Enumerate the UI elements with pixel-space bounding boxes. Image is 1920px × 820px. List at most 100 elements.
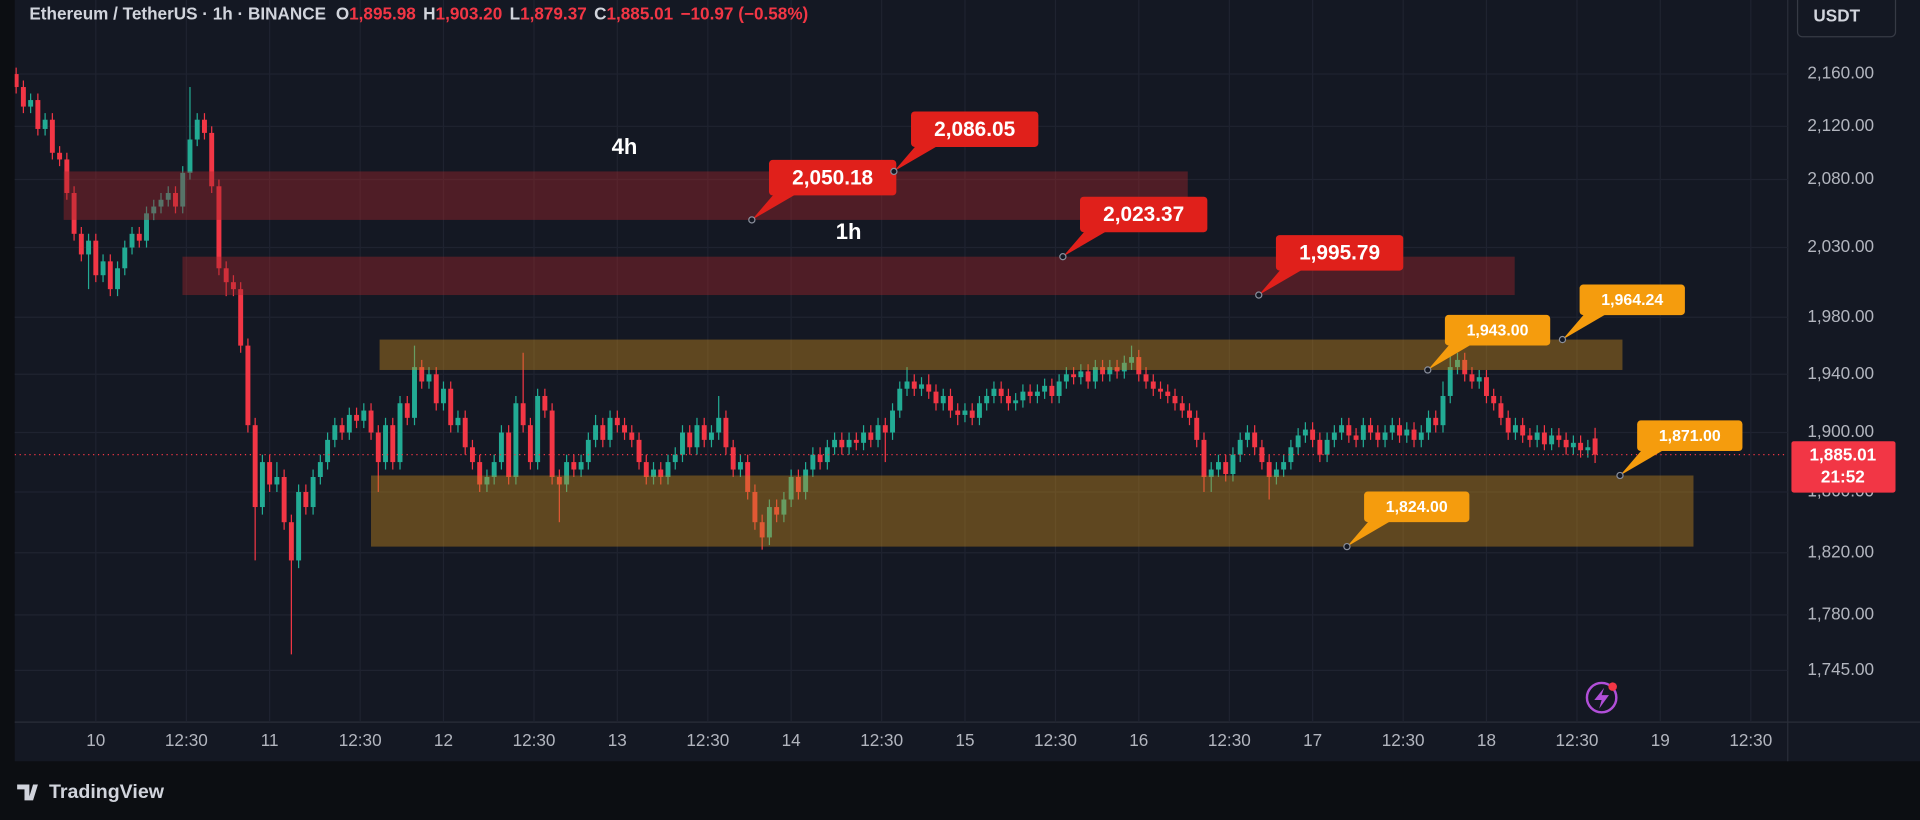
candle-body: [245, 345, 251, 426]
candle-body: [1063, 374, 1069, 382]
candle-body: [1541, 432, 1547, 445]
candle-body: [991, 388, 997, 396]
candle-body: [1331, 432, 1337, 440]
zone: [371, 475, 1694, 547]
y-tick-label: 1,980.00: [1807, 306, 1874, 326]
candle-body: [1042, 385, 1048, 392]
candle-body: [926, 384, 932, 392]
callout-label: 1,824.00: [1386, 499, 1448, 516]
candle-body: [1259, 447, 1265, 463]
candle-body: [658, 469, 664, 477]
ohlc-value: 1,885.01: [606, 3, 673, 23]
candle-body: [1273, 469, 1279, 477]
change-percent: (−0.58%): [738, 3, 808, 23]
candle-body: [976, 403, 982, 418]
callout-anchor: [748, 216, 756, 224]
time-axis-background: [14, 722, 1788, 762]
candle-body: [1201, 439, 1207, 477]
callout-label: 1,995.79: [1299, 242, 1380, 265]
candle-body: [998, 388, 1004, 396]
candle-body: [549, 410, 555, 477]
callout-box: [911, 111, 1039, 147]
candle-body: [201, 119, 207, 133]
candle-body: [14, 74, 19, 88]
callout-anchor: [1558, 335, 1567, 344]
brand-mark[interactable]: [17, 784, 38, 801]
candle-body: [556, 476, 562, 485]
candle-body: [1353, 435, 1359, 440]
candle-body: [448, 388, 454, 426]
candle-body: [86, 240, 92, 255]
callout-tail: [1062, 230, 1107, 257]
ohlc-prefix: C: [594, 3, 606, 23]
candle-body: [1534, 432, 1540, 440]
candle-body: [1433, 417, 1439, 426]
candle-body: [1121, 362, 1127, 372]
grid: [14, 0, 1788, 723]
candle-body: [564, 462, 570, 485]
candle-body: [788, 476, 794, 500]
callout-box: [768, 159, 897, 196]
candle-body: [281, 476, 287, 523]
brand-name[interactable]: TradingView: [49, 781, 165, 803]
candle-body: [708, 432, 714, 440]
candle-body: [1346, 425, 1352, 436]
candle-body: [1440, 395, 1446, 426]
candle-body: [1092, 367, 1098, 382]
zone: [379, 339, 1623, 370]
candle-body: [1483, 377, 1489, 396]
candle-body: [115, 268, 121, 290]
candle-body: [636, 439, 642, 463]
candle-body: [390, 425, 396, 463]
candle-body: [180, 172, 186, 207]
candle-body: [1310, 429, 1316, 440]
currency-label[interactable]: USDT: [1813, 6, 1860, 26]
candle-body: [354, 414, 360, 421]
candle-body: [716, 417, 722, 433]
y-tick-label: 2,030.00: [1807, 236, 1874, 256]
ohlc-prefix: H: [423, 3, 435, 23]
x-tick-label: 12:30: [1729, 730, 1772, 750]
candle-body: [1194, 417, 1200, 440]
candle-body: [1426, 417, 1431, 433]
callout-label: 2,086.05: [934, 118, 1015, 141]
alert-icon[interactable]: [1585, 681, 1618, 714]
callout-tail: [1562, 313, 1607, 340]
candle-body: [1469, 374, 1475, 382]
candle-body: [310, 476, 316, 508]
candle-body: [173, 193, 178, 207]
callout-tail: [1620, 449, 1665, 476]
candle-body: [882, 425, 888, 433]
callout-label: 2,023.37: [1103, 203, 1184, 226]
candle-body: [1237, 439, 1243, 455]
candle-body: [1382, 432, 1388, 440]
zone: [63, 171, 1188, 220]
candle-body: [861, 432, 867, 443]
candle-body: [1230, 454, 1236, 475]
currency-button-frame[interactable]: [1796, 0, 1897, 38]
currency-button[interactable]: USDT: [1796, 0, 1897, 38]
candle-body: [397, 403, 403, 463]
y-tick-label: 2,160.00: [1807, 63, 1874, 83]
x-tick-label: 14: [782, 730, 802, 750]
callout-box: [1080, 196, 1208, 233]
candle-body: [904, 381, 910, 389]
alert-icon-bolt[interactable]: [1594, 687, 1609, 709]
alert-icon-dot[interactable]: [1608, 682, 1617, 691]
candle-body: [687, 432, 693, 448]
candle-body: [42, 119, 48, 129]
brand-logo[interactable]: TradingView: [17, 781, 165, 803]
candle-body: [209, 132, 215, 187]
alert-icon-ring[interactable]: [1585, 681, 1618, 714]
callout-anchor: [1343, 542, 1351, 551]
candle-body: [1288, 447, 1294, 463]
candle-body: [223, 268, 229, 283]
candle-body: [1143, 374, 1149, 382]
candle-body: [1498, 403, 1504, 418]
candle-body: [513, 403, 519, 477]
candle-body: [527, 425, 533, 463]
candle-body: [1281, 462, 1287, 470]
callout-anchor: [1059, 253, 1067, 261]
candle-body: [477, 462, 483, 485]
